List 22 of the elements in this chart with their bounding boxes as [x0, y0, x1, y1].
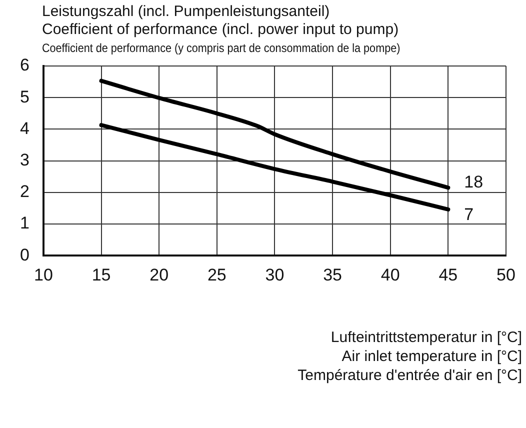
- x-tick-label: 50: [496, 265, 516, 284]
- y-tick-label: 3: [20, 150, 30, 170]
- x-tick-label: 35: [323, 265, 342, 284]
- x-tick-label: 25: [207, 265, 226, 284]
- x-axis-title: Lufteintrittstemperatur in [°C] Air inlet temperature in [°C] Température d'entrée d'air en [°C]: [298, 328, 522, 385]
- x-tick-label: 20: [150, 265, 169, 284]
- y-axis-title: Leistungszahl (incl. Pumpenleistungsanteil) Coefficient of performance (incl. power input to pump) Coefficient de performance (y compris part de consommation de la pompe): [42, 3, 402, 57]
- y-tick-label: 5: [20, 87, 30, 106]
- y-tick-label: 1: [20, 214, 30, 233]
- x-tick-label: 45: [438, 265, 458, 284]
- y-tick-label: 4: [20, 118, 30, 138]
- x-tick-label: 15: [92, 265, 111, 284]
- series-label: 18: [464, 172, 484, 192]
- x-tick-label: 30: [265, 265, 284, 284]
- x-tick-label: 10: [34, 265, 53, 284]
- y-tick-label: 2: [20, 182, 30, 202]
- y-tick-label: 0: [20, 245, 30, 264]
- x-tick-label: 40: [380, 265, 400, 284]
- line-series: [99, 123, 450, 212]
- series-label: 7: [464, 205, 474, 224]
- line-series: [99, 78, 450, 190]
- y-tick-label: 6: [20, 56, 30, 75]
